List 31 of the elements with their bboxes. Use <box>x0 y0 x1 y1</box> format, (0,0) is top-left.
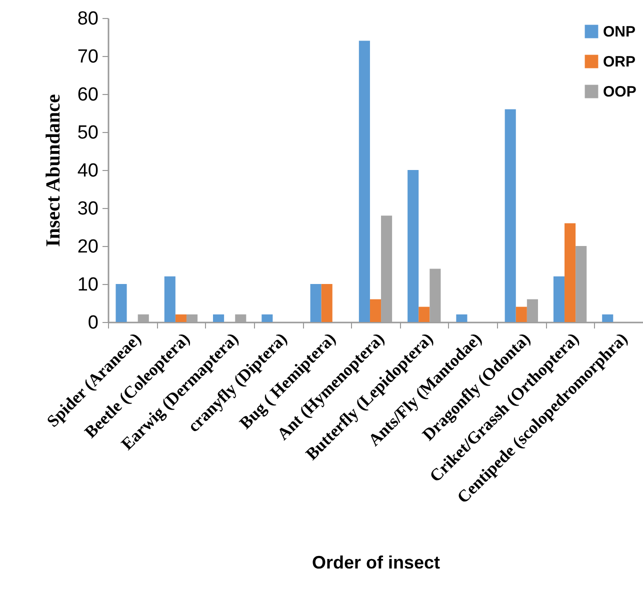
y-tick-label: 80 <box>77 8 98 30</box>
bar <box>418 306 430 322</box>
bar <box>262 314 273 322</box>
y-tick-label: 0 <box>88 312 98 334</box>
x-axis-title: Order of insect <box>312 552 440 572</box>
y-axis-title: Insect Abundance <box>42 94 64 247</box>
legend-label: ONP <box>603 24 636 40</box>
bar <box>504 109 516 322</box>
bar <box>358 40 370 322</box>
bar <box>310 284 322 322</box>
y-tick-label: 40 <box>77 160 98 182</box>
bar <box>456 314 468 322</box>
y-tick-label: 50 <box>77 122 98 144</box>
y-tick-label: 20 <box>77 236 98 258</box>
y-tick-label: 30 <box>77 198 98 220</box>
y-tick-label: 60 <box>77 84 98 106</box>
legend-label: OOP <box>603 84 636 100</box>
bar <box>602 314 614 322</box>
bar <box>370 299 382 322</box>
bar <box>116 284 127 322</box>
legend-label: ORP <box>603 54 636 70</box>
bar <box>516 306 527 322</box>
y-tick-label: 10 <box>77 274 98 296</box>
bar <box>408 170 419 322</box>
bar <box>175 314 186 322</box>
bar <box>213 314 224 322</box>
bar <box>164 276 176 322</box>
bar <box>564 223 576 322</box>
y-tick-label: 70 <box>77 46 98 68</box>
bar <box>553 276 565 322</box>
bar <box>321 284 332 322</box>
